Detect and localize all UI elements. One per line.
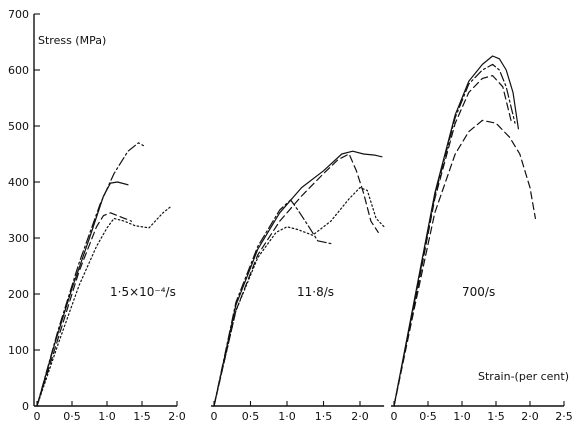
panel-3: 0 0·5 1·0 1·5 2·0 2·5 700/s — [391, 55, 573, 423]
strain-rate-label: 11·8/s — [297, 285, 334, 299]
y-tick-label: 200 — [8, 288, 29, 301]
series-line-dashdot — [36, 142, 144, 407]
panel-2: 0 0·5 1·0 1·5 2·0 11·8/s — [211, 150, 385, 423]
x-axis-title: Strain-(per cent) — [478, 370, 569, 383]
x-tick-label: 0·5 — [419, 410, 437, 423]
x-tick-label: 2·0 — [168, 410, 186, 423]
y-axis-title: Stress (MPa) — [38, 34, 106, 47]
x-tick-label: 1·0 — [453, 410, 471, 423]
y-tick-label: 600 — [8, 64, 29, 77]
series-line-dotted — [36, 206, 171, 407]
x-tick-label: 0 — [34, 410, 41, 423]
x-tick-label: 0·5 — [63, 410, 81, 423]
y-tick-label: 300 — [8, 232, 29, 245]
x-tick-label: 2·5 — [555, 410, 573, 423]
series-line-solid — [36, 181, 129, 407]
y-tick-label: 100 — [8, 344, 29, 357]
series-line-dashed — [213, 153, 379, 407]
x-tick-label: 1·5 — [133, 410, 151, 423]
series-line-dotted — [213, 187, 385, 407]
x-tick-label: 1·0 — [278, 410, 296, 423]
series-line-dashed — [393, 74, 512, 407]
x-tick-label: 0 — [211, 410, 218, 423]
y-tick-label: 700 — [8, 8, 29, 21]
series-line-dashed — [36, 212, 133, 407]
x-tick-label: 1·0 — [98, 410, 116, 423]
y-axis: 0 100 200 300 400 500 600 700 — [8, 8, 40, 413]
strain-rate-label: 700/s — [462, 285, 495, 299]
series-line-solid — [393, 55, 520, 407]
y-tick-label: 400 — [8, 176, 29, 189]
series-line-dashdot — [213, 199, 332, 407]
x-tick-label: 1·5 — [315, 410, 333, 423]
series-line-dashed — [393, 119, 537, 407]
series-line-solid — [213, 150, 383, 407]
panel-1: 0 0·5 1·0 1·5 2·0 1·5×10⁻⁴/s — [34, 142, 186, 423]
y-tick-label: 500 — [8, 120, 29, 133]
x-tick-label: 0 — [391, 410, 398, 423]
strain-rate-label: 1·5×10⁻⁴/s — [110, 285, 176, 299]
x-tick-label: 2·0 — [351, 410, 369, 423]
y-tick-label: 0 — [22, 400, 29, 413]
x-tick-label: 2·0 — [521, 410, 539, 423]
x-tick-label: 1·5 — [487, 410, 505, 423]
x-tick-label: 0·5 — [242, 410, 260, 423]
